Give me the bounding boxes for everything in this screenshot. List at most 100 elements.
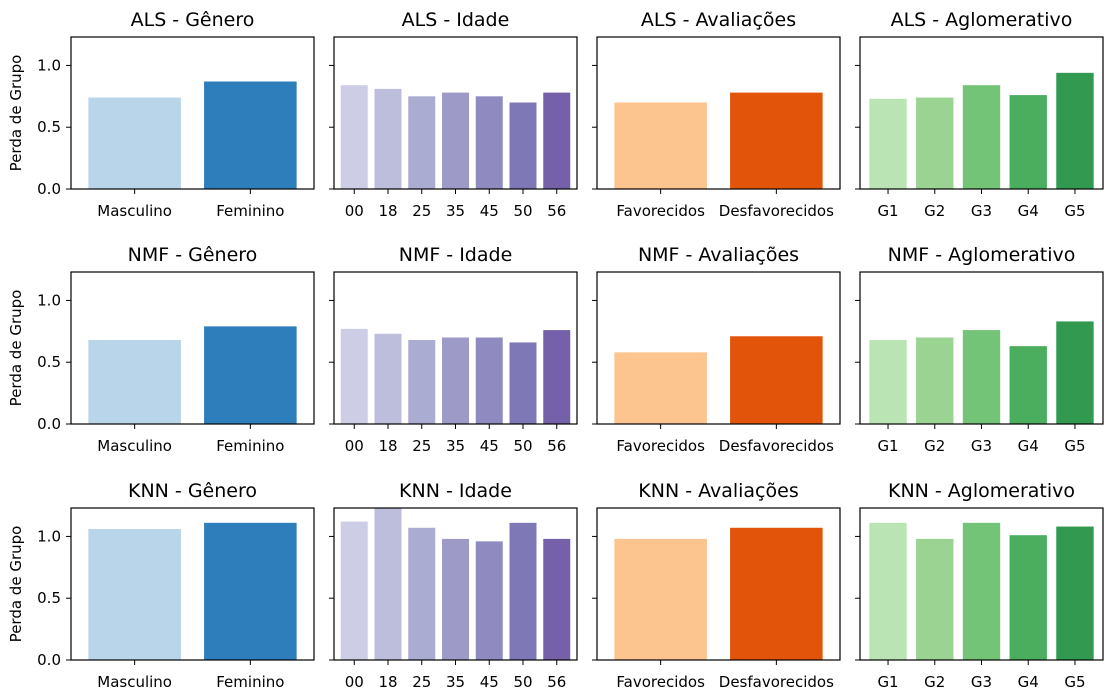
x-tick-label: Favorecidos: [616, 202, 705, 220]
x-tick-label: G5: [1064, 673, 1085, 691]
axes-frame: [859, 271, 1104, 425]
bar-2-3: [408, 96, 436, 189]
bar-2-2: [374, 88, 402, 189]
x-tick-label: G1: [877, 673, 898, 691]
x-tick-label: 56: [547, 673, 566, 691]
x-tick-label: 45: [480, 673, 499, 691]
chart-title: ALS - Aglomerativo: [891, 9, 1073, 31]
bar-12-2: [916, 538, 954, 660]
axes-frame: [333, 271, 578, 425]
y-tick-label: 0.5: [37, 589, 61, 607]
bar-7-2: [730, 336, 823, 424]
bar-2-1: [340, 85, 368, 189]
x-tick-label: 00: [345, 673, 364, 691]
x-tick-label: Masculino: [97, 437, 172, 455]
y-tick-label: 0.0: [37, 180, 61, 198]
bar-11-2: [730, 527, 823, 660]
bar-1-2: [204, 81, 297, 189]
bar-8-1: [869, 339, 907, 424]
bar-10-2: [374, 508, 402, 660]
x-tick-label: G5: [1064, 437, 1085, 455]
bar-10-5: [475, 541, 503, 660]
x-tick-label: 25: [412, 437, 431, 455]
bar-3-2: [730, 92, 823, 189]
bar-3-1: [614, 102, 707, 189]
bar-1-1: [88, 97, 181, 189]
bar-8-2: [916, 337, 954, 424]
x-tick-label: 35: [446, 202, 465, 220]
x-tick-label: Feminino: [216, 202, 284, 220]
x-tick-label: G4: [1018, 202, 1039, 220]
bar-5-2: [204, 326, 297, 424]
x-tick-label: Desfavorecidos: [719, 202, 834, 220]
chart-title: NMF - Avaliações: [638, 244, 799, 266]
y-tick-label: 0.0: [37, 415, 61, 433]
bar-4-1: [869, 98, 907, 189]
x-tick-label: 45: [480, 202, 499, 220]
x-tick-label: G4: [1018, 437, 1039, 455]
chart-title: NMF - Idade: [399, 244, 513, 266]
axes-frame: [333, 507, 578, 661]
bar-8-4: [1009, 346, 1047, 424]
x-tick-label: Feminino: [216, 673, 284, 691]
bar-6-6: [509, 342, 537, 424]
bar-8-5: [1056, 321, 1094, 424]
bar-9-2: [204, 522, 297, 660]
chart-title: KNN - Gênero: [128, 480, 257, 502]
axes-frame: [859, 507, 1104, 661]
x-tick-label: G2: [924, 202, 945, 220]
bar-2-4: [442, 92, 469, 189]
bar-4-2: [916, 97, 954, 189]
bar-10-1: [340, 521, 368, 660]
bar-6-7: [543, 330, 571, 424]
axes-frame: [596, 36, 841, 190]
bar-11-1: [614, 538, 707, 660]
y-axis-label: Perda de Grupo: [7, 55, 25, 172]
bar-9-1: [88, 529, 181, 660]
y-tick-label: 1.0: [37, 527, 61, 545]
y-axis-label: Perda de Grupo: [7, 290, 25, 407]
x-tick-label: Masculino: [97, 673, 172, 691]
y-tick-label: 0.5: [37, 118, 61, 136]
x-tick-label: 00: [345, 437, 364, 455]
x-tick-label: 56: [547, 202, 566, 220]
bar-6-1: [340, 328, 368, 424]
x-tick-label: G4: [1018, 673, 1039, 691]
bar-4-5: [1056, 72, 1094, 189]
x-tick-label: 45: [480, 437, 499, 455]
bar-4-3: [962, 85, 1001, 189]
x-tick-label: 50: [513, 202, 532, 220]
bar-6-4: [442, 337, 469, 424]
axes-frame: [70, 507, 315, 661]
bar-6-5: [475, 337, 503, 424]
chart-title: NMF - Gênero: [128, 244, 258, 266]
x-tick-label: Desfavorecidos: [719, 673, 834, 691]
bar-12-1: [869, 522, 907, 660]
x-tick-label: G1: [877, 437, 898, 455]
x-tick-label: Favorecidos: [616, 437, 705, 455]
axes-frame: [333, 36, 578, 190]
y-tick-label: 1.0: [37, 291, 61, 309]
bar-4-4: [1009, 95, 1047, 189]
axes-frame: [596, 507, 841, 661]
x-tick-label: 18: [378, 437, 397, 455]
x-tick-label: Desfavorecidos: [719, 437, 834, 455]
x-tick-label: Favorecidos: [616, 673, 705, 691]
axes-frame: [70, 271, 315, 425]
bar-7-1: [614, 352, 707, 424]
x-tick-label: 56: [547, 437, 566, 455]
chart-title: ALS - Gênero: [131, 9, 255, 31]
x-tick-label: G3: [971, 202, 992, 220]
x-tick-label: 25: [412, 673, 431, 691]
chart-title: ALS - Avaliações: [641, 9, 796, 31]
x-tick-label: 18: [378, 673, 397, 691]
bar-12-5: [1056, 526, 1094, 660]
chart-title: KNN - Avaliações: [638, 480, 798, 502]
y-axis-label: Perda de Grupo: [7, 526, 25, 643]
bar-6-3: [408, 339, 436, 424]
x-tick-label: G3: [971, 437, 992, 455]
axes-frame: [859, 36, 1104, 190]
bar-10-6: [509, 522, 537, 660]
